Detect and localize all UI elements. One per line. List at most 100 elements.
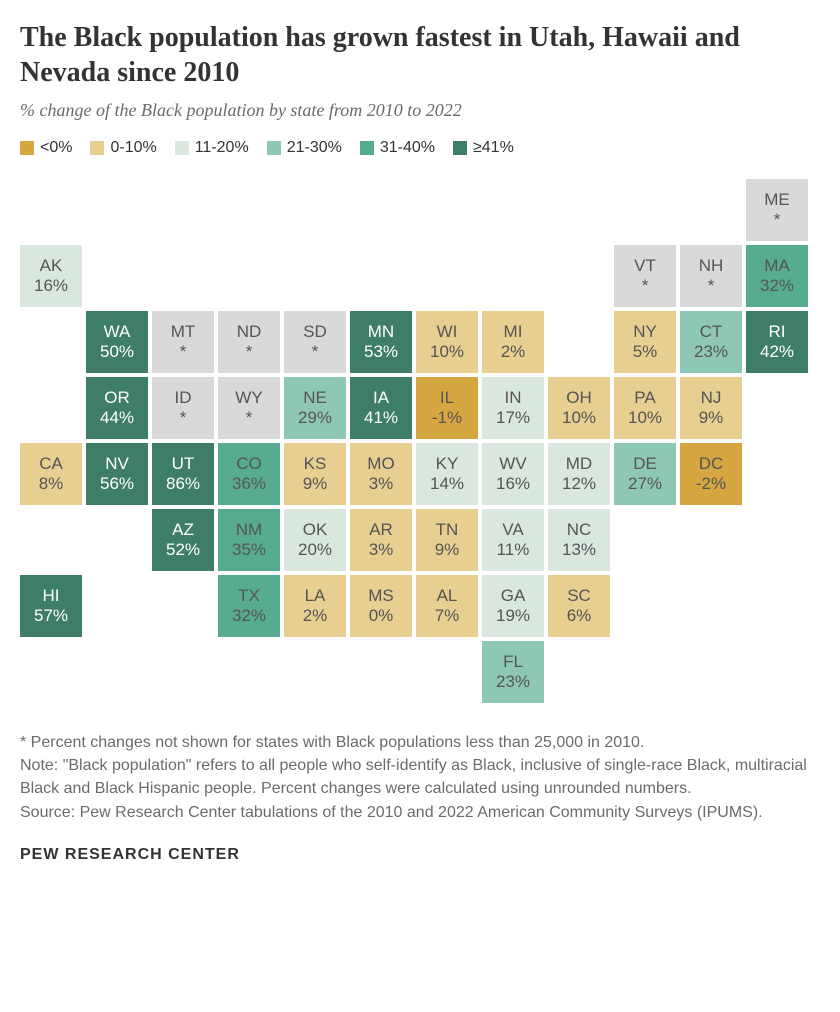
state-value: 12%	[562, 474, 596, 494]
state-abbr: AR	[369, 520, 393, 540]
state-cell-fl: FL23%	[482, 641, 544, 703]
state-abbr: PA	[634, 388, 655, 408]
state-cell-vt: VT*	[614, 245, 676, 307]
state-cell-wa: WA50%	[86, 311, 148, 373]
state-value: 56%	[100, 474, 134, 494]
legend-item: ≥41%	[453, 139, 514, 157]
state-value: 9%	[699, 408, 724, 428]
state-abbr: LA	[305, 586, 326, 606]
state-value: *	[246, 408, 253, 428]
state-value: 29%	[298, 408, 332, 428]
legend-item: 31-40%	[360, 139, 435, 157]
state-abbr: MS	[368, 586, 394, 606]
state-cell-de: DE27%	[614, 443, 676, 505]
legend-item: 21-30%	[267, 139, 342, 157]
state-value: 10%	[628, 408, 662, 428]
tile-grid-map: ME*AK16%VT*NH*MA32%WA50%MT*ND*SD*MN53%WI…	[20, 179, 820, 703]
state-value: 35%	[232, 540, 266, 560]
state-value: 52%	[166, 540, 200, 560]
state-abbr: IL	[440, 388, 454, 408]
state-cell-nm: NM35%	[218, 509, 280, 571]
state-abbr: OK	[303, 520, 328, 540]
state-cell-al: AL7%	[416, 575, 478, 637]
state-value: 2%	[501, 342, 526, 362]
legend-swatch	[90, 141, 104, 155]
state-value: -2%	[696, 474, 726, 494]
state-value: 50%	[100, 342, 134, 362]
chart-title: The Black population has grown fastest i…	[20, 20, 820, 90]
state-abbr: NE	[303, 388, 327, 408]
state-value: 5%	[633, 342, 658, 362]
state-value: 10%	[430, 342, 464, 362]
state-value: 86%	[166, 474, 200, 494]
state-cell-wv: WV16%	[482, 443, 544, 505]
state-value: 32%	[232, 606, 266, 626]
state-cell-il: IL-1%	[416, 377, 478, 439]
state-value: 19%	[496, 606, 530, 626]
state-abbr: NC	[567, 520, 592, 540]
state-abbr: KY	[436, 454, 459, 474]
state-value: 53%	[364, 342, 398, 362]
state-abbr: AZ	[172, 520, 194, 540]
legend-item: 11-20%	[175, 139, 249, 157]
state-value: 13%	[562, 540, 596, 560]
state-abbr: DC	[699, 454, 724, 474]
state-abbr: GA	[501, 586, 526, 606]
legend-label: 31-40%	[380, 139, 435, 157]
state-cell-or: OR44%	[86, 377, 148, 439]
state-value: 57%	[34, 606, 68, 626]
state-value: 10%	[562, 408, 596, 428]
legend-label: ≥41%	[473, 139, 514, 157]
state-abbr: SC	[567, 586, 591, 606]
attribution: PEW RESEARCH CENTER	[20, 846, 820, 864]
state-cell-ca: CA8%	[20, 443, 82, 505]
legend-label: 11-20%	[195, 139, 249, 157]
chart-subtitle: % change of the Black population by stat…	[20, 100, 820, 121]
state-cell-mn: MN53%	[350, 311, 412, 373]
state-cell-ak: AK16%	[20, 245, 82, 307]
state-value: 27%	[628, 474, 662, 494]
state-value: 6%	[567, 606, 592, 626]
state-cell-la: LA2%	[284, 575, 346, 637]
state-value: 8%	[39, 474, 64, 494]
state-abbr: NY	[633, 322, 657, 342]
legend-item: <0%	[20, 139, 72, 157]
state-abbr: MD	[566, 454, 592, 474]
state-cell-id: ID*	[152, 377, 214, 439]
state-cell-sc: SC6%	[548, 575, 610, 637]
state-abbr: VA	[502, 520, 523, 540]
state-cell-nh: NH*	[680, 245, 742, 307]
state-abbr: CA	[39, 454, 63, 474]
state-cell-wy: WY*	[218, 377, 280, 439]
state-value: *	[180, 342, 187, 362]
state-abbr: MO	[367, 454, 394, 474]
state-value: 9%	[303, 474, 328, 494]
state-abbr: VT	[634, 256, 656, 276]
state-abbr: ND	[237, 322, 262, 342]
state-value: 32%	[760, 276, 794, 296]
legend-label: 21-30%	[287, 139, 342, 157]
legend-swatch	[267, 141, 281, 155]
state-cell-ok: OK20%	[284, 509, 346, 571]
state-cell-ms: MS0%	[350, 575, 412, 637]
state-value: *	[642, 276, 649, 296]
state-abbr: FL	[503, 652, 523, 672]
state-abbr: RI	[769, 322, 786, 342]
legend-label: 0-10%	[110, 139, 156, 157]
state-cell-ia: IA41%	[350, 377, 412, 439]
state-cell-va: VA11%	[482, 509, 544, 571]
state-abbr: DE	[633, 454, 657, 474]
legend-item: 0-10%	[90, 139, 156, 157]
state-abbr: OR	[104, 388, 130, 408]
state-cell-nj: NJ9%	[680, 377, 742, 439]
state-abbr: IN	[505, 388, 522, 408]
state-cell-ky: KY14%	[416, 443, 478, 505]
state-value: 36%	[232, 474, 266, 494]
state-cell-ct: CT23%	[680, 311, 742, 373]
state-value: 3%	[369, 474, 394, 494]
state-abbr: WA	[104, 322, 131, 342]
state-abbr: UT	[172, 454, 195, 474]
state-abbr: HI	[43, 586, 60, 606]
state-cell-ma: MA32%	[746, 245, 808, 307]
state-abbr: CO	[236, 454, 262, 474]
